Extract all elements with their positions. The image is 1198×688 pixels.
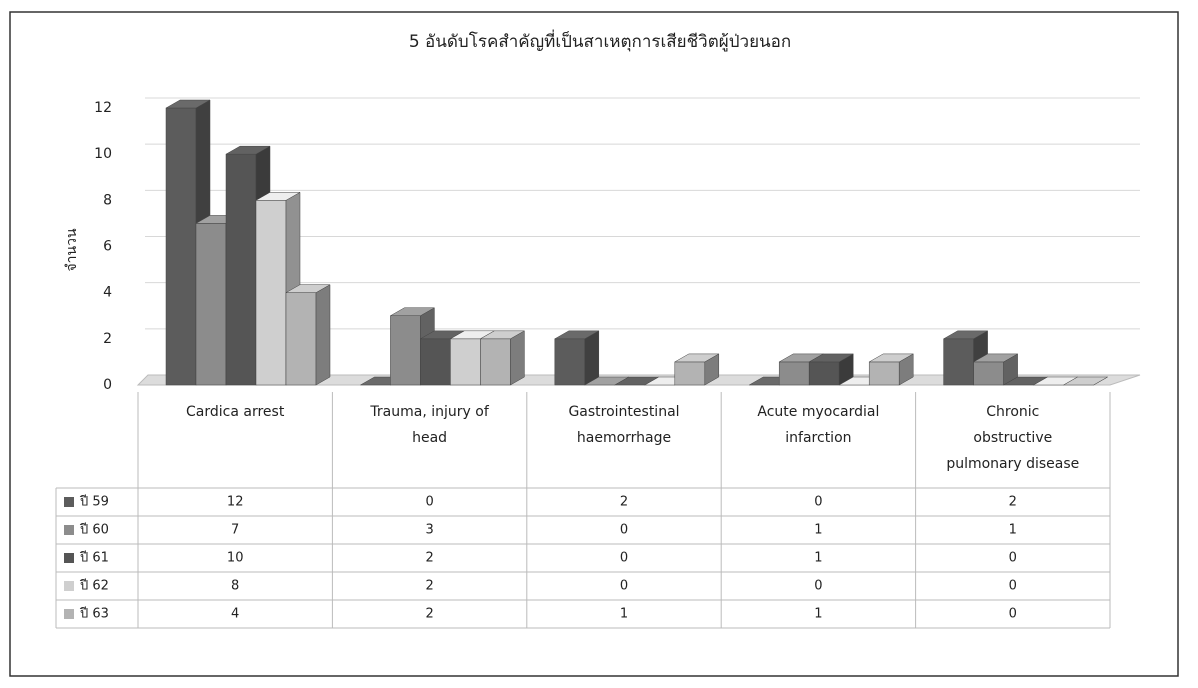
bar-front: [285, 292, 317, 386]
bar-top: [165, 99, 211, 109]
table-value: 2: [425, 551, 433, 566]
bar: [972, 353, 1019, 386]
bar-top: [808, 353, 855, 363]
bar: [553, 330, 600, 386]
bar-front: [778, 361, 810, 386]
bar: [868, 353, 915, 386]
bar-front: [943, 338, 974, 386]
bar-side: [584, 330, 600, 386]
table-value: 2: [620, 495, 628, 510]
legend-swatch: [64, 525, 74, 535]
x-tick-label: Cardica arrest: [186, 404, 285, 420]
table-value: 7: [231, 523, 239, 538]
bar: [1062, 376, 1109, 386]
bar-front: [868, 361, 900, 386]
table-value: 10: [227, 551, 244, 566]
table-value: 0: [814, 579, 822, 594]
bar-front: [225, 153, 257, 386]
table-value: 2: [425, 579, 433, 594]
bar: [389, 307, 436, 386]
table-value: 3: [425, 523, 433, 538]
table-value: 2: [1009, 495, 1017, 510]
x-tick-label: Trauma, injury of head: [369, 404, 489, 446]
bar-front: [554, 338, 586, 386]
data-table: Cardica arrest Trauma, injury of head Gastr…: [55, 392, 1111, 629]
bar-top: [1062, 376, 1109, 386]
legend-swatch: [64, 609, 74, 619]
y-axis-label: จำนวน: [64, 228, 80, 271]
bar: [673, 353, 720, 386]
bar-front: [808, 361, 840, 386]
table-value: 2: [425, 607, 433, 622]
bar-top: [225, 145, 271, 155]
x-tick-label: Acute myocardial infarction: [757, 404, 879, 446]
bar-front: [390, 315, 421, 386]
bar-front: [480, 338, 511, 386]
bar-top: [942, 330, 989, 340]
y-tick-label: 10: [94, 146, 112, 162]
y-tick-label: 2: [103, 331, 112, 347]
y-tick-label: 0: [103, 377, 112, 393]
table-value: 1: [1009, 523, 1017, 538]
bar-front: [450, 338, 481, 386]
legend-swatch: [64, 581, 74, 591]
table-value: 1: [814, 607, 822, 622]
bar-top: [479, 330, 526, 340]
bar-top: [255, 192, 301, 201]
table-value: 1: [814, 523, 822, 538]
table-value: 12: [227, 495, 244, 510]
y-tick-label: 8: [103, 192, 112, 208]
bar: [808, 353, 855, 386]
table-value: 0: [620, 551, 628, 566]
legend-label: ปี 63: [79, 606, 109, 622]
legend-label: ปี 62: [79, 578, 109, 594]
bars: [165, 99, 1109, 386]
legend-swatch: [64, 497, 74, 507]
bar-top: [673, 353, 720, 363]
legend-swatch: [64, 553, 74, 563]
table-value: 0: [620, 523, 628, 538]
bar-side: [510, 330, 525, 386]
chart-title: 5 อันดับโรคสำคัญที่เป็นสาเหตุการเสียชีวิ…: [409, 29, 791, 52]
x-tick-label: Chronic obstructive pulmonary disease: [946, 404, 1079, 472]
table-value: 1: [814, 551, 822, 566]
legend-label: ปี 61: [79, 550, 109, 566]
table-value: 1: [620, 607, 628, 622]
bar-front: [255, 200, 287, 386]
table-value: 0: [1009, 579, 1017, 594]
bar-front: [195, 223, 227, 386]
bar-top: [972, 353, 1019, 363]
bar-top: [389, 307, 436, 316]
table-value: 0: [1009, 607, 1017, 622]
bar-top: [868, 353, 915, 363]
legend-label: ปี 59: [79, 494, 109, 510]
table-value: 4: [231, 607, 239, 622]
y-tick-label: 12: [94, 100, 112, 116]
table-value: 8: [231, 579, 239, 594]
bar-front: [420, 338, 451, 386]
table-value: 0: [1009, 551, 1017, 566]
legend-label: ปี 60: [79, 522, 109, 538]
y-tick-label: 6: [103, 239, 112, 255]
x-tick-label: Gastrointestinal haemorrhage: [568, 404, 679, 446]
table-value: 0: [425, 495, 433, 510]
y-tick-label: 4: [103, 285, 112, 301]
bar-front: [674, 361, 706, 386]
table-value: 0: [814, 495, 822, 510]
bar: [479, 330, 526, 386]
bar-front: [165, 107, 197, 386]
bar-front: [973, 361, 1004, 386]
bar-top: [553, 330, 600, 340]
bar-side: [315, 284, 331, 386]
bar-top: [285, 284, 331, 293]
table-value: 0: [620, 579, 628, 594]
bar: [285, 284, 331, 386]
